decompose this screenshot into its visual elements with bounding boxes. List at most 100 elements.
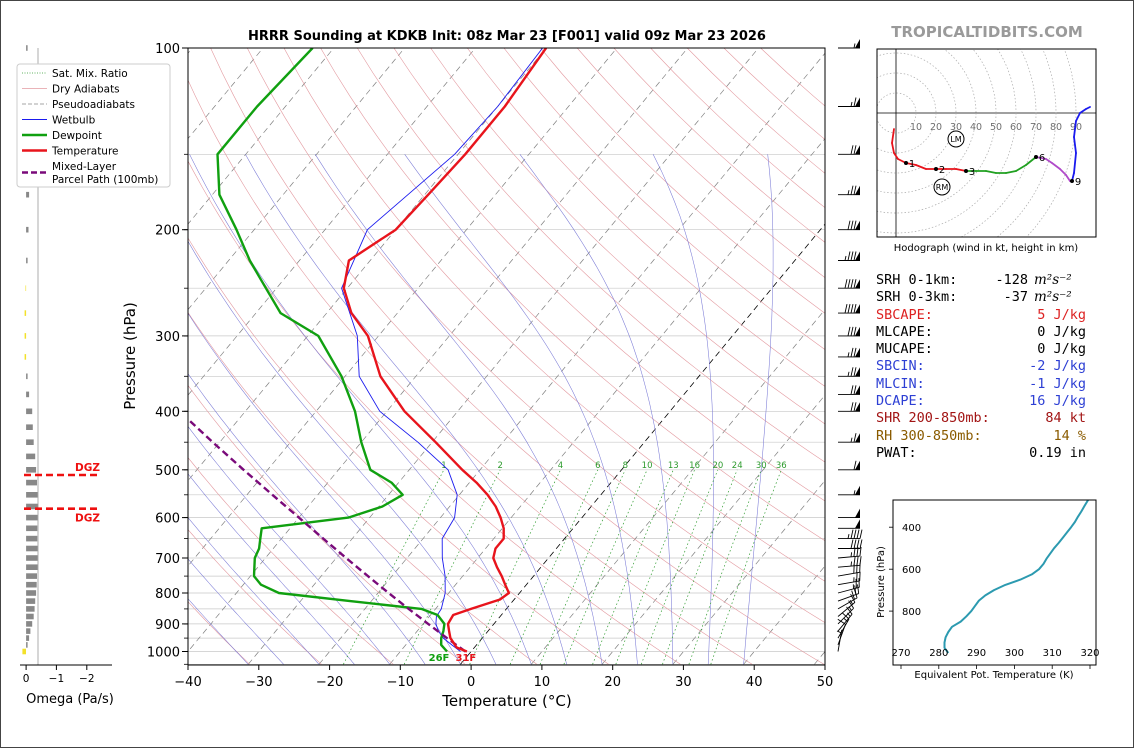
wind-barb xyxy=(837,546,862,559)
hodo-ring xyxy=(996,49,1057,237)
wind-barb xyxy=(838,326,860,337)
wind-barb-shaft xyxy=(837,602,856,617)
stat-row: SBCIN: -2 J/kg xyxy=(876,358,1096,375)
omega-bar xyxy=(26,598,36,604)
stats-panel: SRH 0-1km: -128 m²s⁻² SRH 0-3km: -37 m²s⁻² SBC… xyxy=(876,272,1096,462)
wind-barb-half xyxy=(847,352,850,357)
wind-barb-flag xyxy=(855,402,860,412)
isotherm xyxy=(460,223,825,665)
stat-label: DCAPE: xyxy=(876,393,925,410)
theta-x-tick-label: 300 xyxy=(1005,648,1024,659)
omega-bar xyxy=(26,226,29,233)
wind-barb-full xyxy=(853,347,857,357)
y-axis-title: Pressure (hPa) xyxy=(121,302,139,410)
t-tick-label: −30 xyxy=(245,675,272,690)
wind-barb-half xyxy=(844,255,847,261)
wind-barb xyxy=(838,485,860,496)
hodo-ring-label: 10 xyxy=(910,122,922,133)
chart-title: HRRR Sounding at KDKB Init: 08z Mar 23 [… xyxy=(248,29,766,44)
p-tick-label: 500 xyxy=(155,464,180,479)
mixing-ratio-label: 36 xyxy=(776,461,787,471)
dry-adiabat xyxy=(430,48,825,425)
stat-label: PWAT: xyxy=(876,444,917,461)
legend-wetbulb-label: Wetbulb xyxy=(52,115,96,127)
wind-barb-flag xyxy=(855,326,860,336)
wind-barb xyxy=(838,145,860,155)
parcel-path-line xyxy=(188,417,467,653)
wind-barb-shaft xyxy=(837,618,850,639)
dry-adiabat xyxy=(467,48,825,387)
skewt-panel: 1 2 4 6 8 10 13 16 20 24 30 36 10009008007006005004… xyxy=(16,29,833,710)
theta-e-frame xyxy=(892,499,1097,666)
wind-barb-shaft xyxy=(837,586,860,594)
omega-bar xyxy=(26,467,37,473)
stat-label: SRH 0-3km: xyxy=(876,289,958,306)
wind-barb-full xyxy=(850,279,854,289)
wind-barb xyxy=(838,402,860,412)
hodo-height-label: 1 xyxy=(909,159,915,170)
skewt-plot-frame xyxy=(187,47,826,666)
omega-bar xyxy=(26,525,38,532)
hodo-segment xyxy=(891,128,895,144)
omega-bar xyxy=(26,590,37,596)
wind-barb-half xyxy=(853,43,856,49)
legend-pseudoadiabats-label: Pseudoadiabats xyxy=(52,99,135,111)
wind-barb-flag xyxy=(855,185,860,195)
stat-row: MUCAPE: 0 J/kg xyxy=(876,341,1096,358)
stat-row: PWAT: 0.19 in xyxy=(876,445,1096,462)
wind-barb-full xyxy=(853,220,857,230)
wind-barb-full xyxy=(853,539,857,549)
mixing-ratio-line xyxy=(688,469,762,665)
dry-adiabat xyxy=(503,48,825,350)
mixing-ratio-label: 6 xyxy=(595,461,600,471)
wind-barb-full xyxy=(847,304,851,314)
omega-bar xyxy=(26,581,37,588)
storm-motion-marker xyxy=(947,130,965,148)
hodo-segment xyxy=(1073,120,1077,138)
dry-adiabat xyxy=(188,237,609,665)
legend-box xyxy=(16,63,171,188)
omega-bar xyxy=(26,492,38,498)
isotherm xyxy=(318,52,825,665)
wind-barb xyxy=(838,304,860,314)
wind-barb-full xyxy=(850,220,854,230)
wind-barb-half xyxy=(850,552,853,557)
wind-barb-full xyxy=(856,556,859,566)
p-tick-label: 900 xyxy=(155,618,180,633)
stat-value: -37 m²s⁻² xyxy=(1003,289,1072,306)
isotherm xyxy=(672,480,825,665)
wind-barb-half xyxy=(850,437,853,443)
stat-label: SHR 200-850mb: xyxy=(876,410,990,427)
t-tick-label: 20 xyxy=(604,675,621,690)
mixing-ratio-line xyxy=(615,469,695,665)
surface-dewpoint-label: 26F xyxy=(429,653,450,664)
stat-value: -1 J/kg xyxy=(1029,375,1086,392)
wind-barb-full xyxy=(853,304,857,314)
dry-adiabat xyxy=(320,48,825,542)
dry-adiabat xyxy=(188,457,394,665)
omega-bar xyxy=(26,564,38,570)
legend-temperature-label: Temperature xyxy=(51,146,119,158)
wind-barb xyxy=(838,347,860,358)
hodo-ring-label: 50 xyxy=(990,122,1002,133)
hodo-ring xyxy=(877,49,977,194)
hodo-segment xyxy=(915,164,927,170)
hodo-segment xyxy=(1079,108,1087,114)
legend-dry-adiabats-label: Dry Adiabats xyxy=(52,84,120,96)
mixing-ratio-label: 8 xyxy=(623,461,628,471)
omega-bar xyxy=(26,613,34,620)
mixing-ratio-label: 4 xyxy=(558,461,563,471)
wind-barb-full xyxy=(850,251,854,261)
omega-bar xyxy=(26,391,30,398)
wind-barb-full xyxy=(859,556,862,566)
stat-row: SRH 0-1km: -128 m²s⁻² xyxy=(876,272,1096,289)
omega-bar xyxy=(26,453,36,460)
wind-barb-full xyxy=(856,539,860,549)
wind-barb-full xyxy=(853,460,857,470)
omega-bar xyxy=(24,333,27,339)
hodo-height-dot xyxy=(1034,155,1038,159)
hodo-height-label: 6 xyxy=(1039,153,1045,164)
moist-adiabat xyxy=(188,373,426,665)
wind-barb-full xyxy=(853,367,857,377)
hodo-height-dot xyxy=(904,161,908,165)
